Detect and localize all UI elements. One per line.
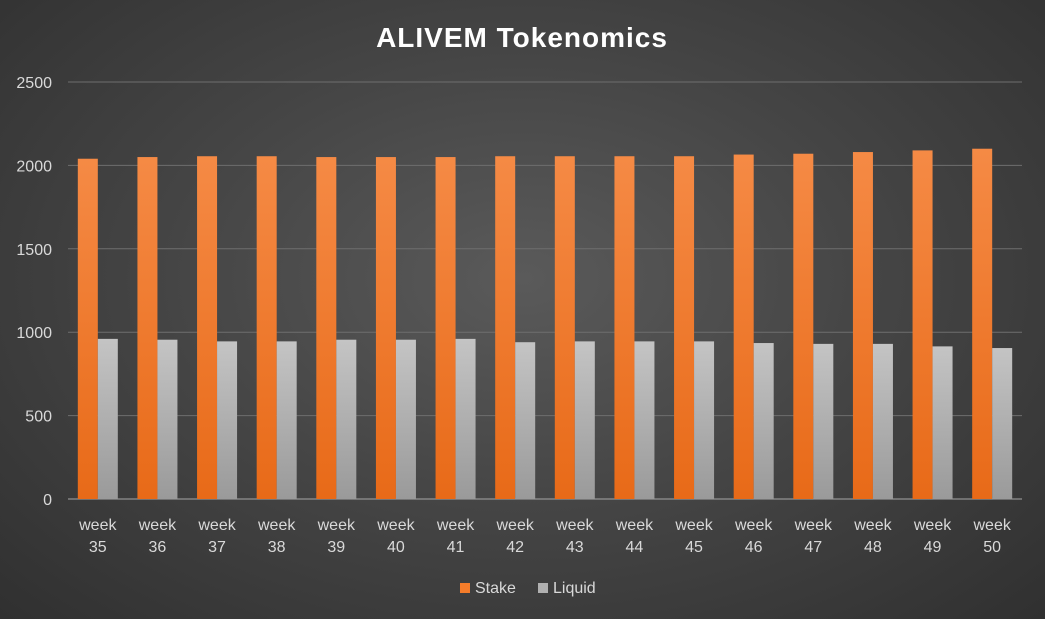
legend-label-liquid: Liquid (553, 580, 596, 597)
x-tick-label: week (257, 517, 296, 534)
bar-stake (495, 156, 516, 499)
x-tick-label: 37 (208, 539, 226, 556)
x-tick-label: week (138, 517, 177, 534)
x-tick-label: week (317, 517, 356, 534)
x-tick-label: week (615, 517, 654, 534)
x-tick-label: week (853, 517, 892, 534)
bar-liquid (515, 342, 536, 499)
x-tick-label: 40 (387, 539, 405, 556)
bar-stake (554, 156, 575, 499)
legend: Stake Liquid (460, 580, 596, 597)
bar-liquid (217, 341, 238, 499)
bar-stake (674, 156, 695, 499)
x-tick-label: week (436, 517, 475, 534)
x-tick-label: 49 (924, 539, 942, 556)
x-tick-label: week (913, 517, 952, 534)
bar-liquid (455, 338, 476, 499)
bar-liquid (97, 338, 118, 499)
x-tick-label: 44 (626, 539, 644, 556)
x-tick-label: 41 (447, 539, 465, 556)
y-tick-label: 2500 (16, 75, 52, 92)
x-tick-label: 38 (268, 539, 286, 556)
x-tick-label: week (197, 517, 236, 534)
bar-liquid (932, 346, 953, 499)
bar-liquid (992, 348, 1013, 499)
bar-stake (197, 156, 218, 499)
bar-stake (137, 157, 158, 499)
bar-stake (972, 148, 993, 499)
bar-liquid (574, 341, 595, 499)
x-tick-label: 43 (566, 539, 584, 556)
x-tick-label: week (734, 517, 773, 534)
x-tick-label: week (78, 517, 117, 534)
bar-stake (375, 157, 396, 499)
y-tick-label: 1000 (16, 325, 52, 342)
x-tick-label: week (973, 517, 1012, 534)
bar-stake (77, 158, 98, 499)
bar-liquid (157, 339, 178, 499)
x-tick-label: 50 (983, 539, 1001, 556)
bar-liquid (634, 341, 655, 499)
y-tick-label: 2000 (16, 158, 52, 175)
x-tick-label: 36 (149, 539, 167, 556)
x-axis: week 35 week 36 week 37 week 38 week 39 week 40 week… (78, 517, 1012, 556)
legend-swatch-stake (460, 583, 470, 593)
x-tick-label: 35 (89, 539, 107, 556)
bar-stake (256, 156, 277, 499)
x-tick-label: week (794, 517, 833, 534)
bar-liquid (395, 339, 416, 499)
y-tick-label: 1500 (16, 242, 52, 259)
y-tick-label: 500 (25, 409, 52, 426)
x-tick-label: 48 (864, 539, 882, 556)
bar-liquid (872, 343, 893, 499)
x-tick-label: 45 (685, 539, 703, 556)
x-tick-label: 46 (745, 539, 763, 556)
x-tick-label: week (555, 517, 594, 534)
x-tick-label: week (674, 517, 713, 534)
x-tick-label: week (496, 517, 535, 534)
y-tick-label: 0 (43, 492, 52, 509)
bar-liquid (694, 341, 715, 499)
x-tick-label: week (376, 517, 415, 534)
legend-swatch-liquid (538, 583, 548, 593)
bar-stake (435, 157, 456, 499)
bar-stake (316, 157, 337, 499)
legend-label-stake: Stake (475, 580, 516, 597)
bar-stake (733, 154, 754, 500)
bar-stake (614, 156, 635, 499)
bar-liquid (276, 341, 297, 499)
bar-liquid (336, 339, 357, 499)
bars (77, 148, 1013, 500)
bar-liquid (753, 343, 774, 499)
bar-liquid (813, 343, 834, 499)
bar-stake (793, 153, 814, 499)
bar-stake (912, 150, 933, 499)
x-tick-label: 47 (804, 539, 822, 556)
bar-stake (852, 152, 873, 499)
x-tick-label: 39 (327, 539, 345, 556)
chart-title: ALIVEM Tokenomics (376, 22, 668, 53)
y-axis: 0 500 1000 1500 2000 2500 (16, 75, 52, 509)
x-tick-label: 42 (506, 539, 524, 556)
